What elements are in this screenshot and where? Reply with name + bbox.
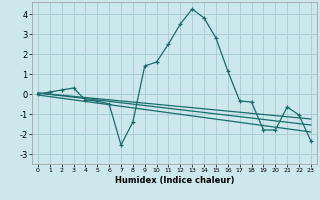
X-axis label: Humidex (Indice chaleur): Humidex (Indice chaleur) — [115, 176, 234, 185]
